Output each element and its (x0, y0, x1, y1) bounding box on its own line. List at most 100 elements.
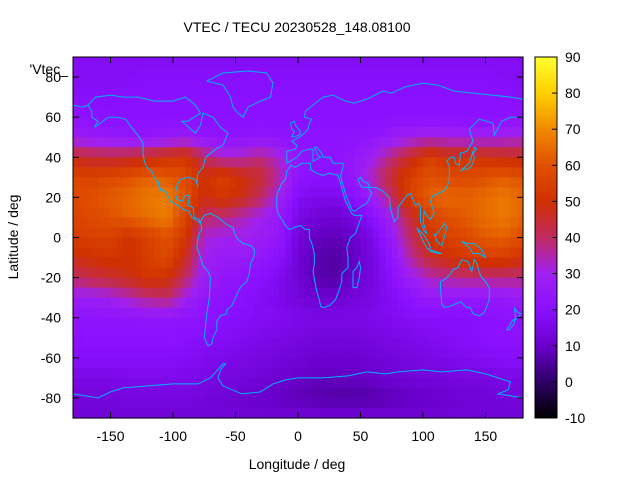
heatmap-cell (204, 97, 212, 108)
heatmap-cell (173, 317, 180, 329)
y-tick-label: 60 (45, 109, 61, 125)
heatmap-cell (329, 177, 337, 188)
heatmap-cell (416, 147, 424, 158)
heatmap-cell (516, 77, 524, 88)
heatmap-cell (454, 217, 462, 229)
heatmap-cell (104, 357, 112, 369)
heatmap-cell (491, 127, 499, 138)
heatmap-cell (466, 77, 474, 88)
heatmap-cell (504, 147, 512, 158)
heatmap-cell (410, 327, 418, 339)
heatmap-cell (479, 57, 487, 68)
heatmap-cell (366, 257, 374, 269)
heatmap-cell (460, 357, 468, 369)
heatmap-cell (191, 287, 199, 299)
heatmap-cell (491, 217, 499, 229)
heatmap-cell (260, 327, 268, 339)
heatmap-cell (441, 367, 449, 379)
heatmap-cell (373, 267, 380, 279)
heatmap-cell (79, 277, 87, 289)
heatmap-cell (204, 347, 212, 359)
heatmap-cell (485, 347, 493, 359)
heatmap-cell (366, 297, 374, 309)
heatmap-cell (454, 117, 462, 128)
heatmap-cell (291, 347, 299, 359)
heatmap-cell (98, 337, 105, 349)
heatmap-cell (141, 127, 149, 138)
heatmap-cell (391, 397, 399, 409)
heatmap-cell (166, 97, 174, 108)
heatmap-cell (248, 347, 255, 359)
heatmap-cell (235, 227, 243, 239)
heatmap-cell (79, 227, 87, 239)
heatmap-cell (254, 107, 262, 118)
heatmap-cell (479, 267, 487, 279)
heatmap-cell (323, 307, 330, 319)
heatmap-cell (279, 217, 287, 229)
heatmap-cell (410, 267, 418, 279)
heatmap-cell (266, 307, 274, 319)
heatmap-cell (354, 297, 362, 309)
heatmap-cell (479, 247, 487, 259)
heatmap-cell (379, 277, 387, 289)
heatmap-cell (116, 167, 124, 178)
heatmap-cell (510, 387, 518, 399)
heatmap-cell (473, 407, 480, 419)
heatmap-cell (510, 187, 518, 198)
heatmap-cell (154, 257, 162, 269)
heatmap-cell (116, 327, 124, 339)
heatmap-cell (110, 397, 118, 409)
heatmap-cell (316, 167, 324, 178)
heatmap-cell (98, 287, 105, 299)
heatmap-cell (135, 137, 143, 148)
heatmap-cell (104, 327, 112, 339)
heatmap-cell (79, 307, 87, 319)
heatmap-cell (210, 407, 218, 419)
heatmap-cell (129, 77, 137, 88)
heatmap-cell (91, 247, 99, 259)
heatmap-cell (185, 77, 193, 88)
heatmap-cell (485, 57, 493, 68)
heatmap-cell (360, 77, 368, 88)
heatmap-cell (498, 397, 505, 409)
heatmap-cell (516, 57, 524, 68)
heatmap-cell (516, 407, 524, 419)
heatmap-cell (185, 267, 193, 279)
heatmap-cell (373, 257, 380, 269)
heatmap-cell (460, 277, 468, 289)
heatmap-cell (85, 177, 93, 188)
heatmap-cell (148, 257, 155, 269)
heatmap-cell (116, 177, 124, 188)
heatmap-cell (254, 157, 262, 168)
heatmap-cell (360, 377, 368, 389)
heatmap-cell (185, 297, 193, 309)
heatmap-cell (79, 197, 87, 209)
heatmap-cell (148, 217, 155, 229)
heatmap-cell (110, 337, 118, 349)
heatmap-cell (516, 247, 524, 259)
heatmap-cell (516, 277, 524, 289)
heatmap-cell (429, 267, 437, 279)
heatmap-cell (273, 237, 280, 249)
heatmap-cell (316, 107, 324, 118)
heatmap-cell (98, 407, 105, 419)
heatmap-cell (329, 117, 337, 128)
heatmap-cell (510, 77, 518, 88)
heatmap-cell (285, 327, 293, 339)
heatmap-cell (229, 147, 237, 158)
heatmap-cell (360, 277, 368, 289)
heatmap-cell (429, 247, 437, 259)
x-axis-label: Longitude / deg (249, 456, 346, 472)
heatmap-cell (204, 167, 212, 178)
heatmap-cell (104, 157, 112, 168)
heatmap-cell (248, 57, 255, 68)
heatmap-cell (410, 237, 418, 249)
heatmap-cell (279, 357, 287, 369)
heatmap-cell (466, 217, 474, 229)
heatmap-cell (110, 347, 118, 359)
heatmap-cell (385, 377, 393, 389)
heatmap-cell (391, 97, 399, 108)
heatmap-cell (498, 357, 505, 369)
heatmap-cell (273, 297, 280, 309)
heatmap-cell (473, 67, 480, 78)
